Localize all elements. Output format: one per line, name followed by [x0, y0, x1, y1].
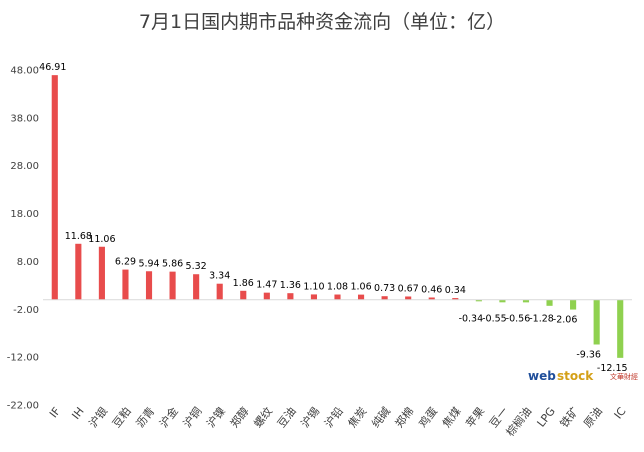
data-label: 1.08 [327, 282, 348, 293]
x-category-label: 郑棉 [392, 404, 417, 430]
x-category-label: 焦煤 [440, 405, 464, 430]
x-category-label: 纯碱 [369, 405, 393, 430]
x-category-label: 沥青 [134, 405, 158, 430]
data-label: 1.86 [233, 278, 254, 289]
bar [428, 297, 435, 300]
bar [263, 292, 270, 300]
x-category-label: 沪银 [86, 404, 111, 430]
data-label: 0.46 [421, 284, 442, 295]
bar [499, 299, 506, 303]
y-tick-label: 38.00 [10, 113, 39, 124]
bar [122, 269, 129, 300]
bar [475, 299, 482, 302]
y-tick-label: -22.00 [7, 401, 39, 412]
data-label: 5.32 [186, 261, 207, 272]
bar [570, 299, 577, 310]
bar [240, 290, 247, 300]
bar [522, 299, 530, 303]
bar [405, 296, 412, 300]
y-tick-label: -12.00 [7, 353, 39, 364]
bar [334, 294, 341, 300]
data-label: 1.36 [280, 280, 301, 291]
y-tick-label: 28.00 [10, 161, 39, 172]
data-label: 3.34 [209, 271, 230, 282]
x-category-label: LPG [535, 405, 558, 430]
watermark-logo: web stock 文華財經 [528, 369, 638, 383]
data-label: 6.29 [115, 257, 136, 268]
x-category-label: 铁矿 [558, 405, 582, 430]
data-label: 1.47 [256, 280, 277, 291]
data-label: 5.86 [162, 259, 183, 270]
bar [75, 243, 82, 300]
x-category-label: 沪铜 [180, 404, 205, 430]
data-label: 1.06 [350, 282, 371, 293]
y-tick-label: -2.00 [13, 305, 39, 316]
x-category-label: 豆粕 [109, 404, 134, 430]
bar [98, 246, 105, 300]
bars [51, 75, 624, 358]
data-label: 0.73 [374, 283, 395, 294]
bar [193, 274, 200, 300]
watermark-brand: 文華財經 [610, 372, 638, 381]
data-label: -0.55 [482, 314, 507, 325]
watermark-logo-web: web [528, 369, 556, 383]
x-category-label: IH [69, 405, 86, 422]
x-category-label: 螺纹 [251, 404, 276, 430]
bar [145, 271, 153, 300]
bar [310, 294, 318, 300]
data-label: 11.68 [65, 231, 92, 242]
bar [357, 294, 365, 300]
x-category-label: 沪镍 [203, 404, 228, 430]
y-tick-label: 48.00 [10, 65, 39, 76]
x-category-label: IF [47, 405, 63, 421]
x-category-label: 沪铅 [321, 404, 346, 430]
data-label: -1.28 [529, 314, 554, 325]
data-label: -0.56 [506, 314, 531, 325]
bar [51, 75, 58, 300]
data-label: 0.34 [445, 285, 466, 296]
bar [452, 298, 459, 300]
x-category-label: 原油 [580, 404, 605, 430]
data-label: 46.91 [39, 62, 66, 73]
data-label: 0.67 [398, 283, 419, 294]
x-category-label: 沪锡 [298, 404, 323, 430]
x-category-label: IC [612, 405, 629, 422]
bar [287, 293, 294, 300]
watermark-logo-stock: stock [557, 369, 594, 383]
data-label: 11.06 [88, 234, 115, 245]
x-category-label: 沪金 [156, 404, 181, 430]
x-category-label: 棕榈油 [503, 404, 534, 439]
bar [546, 299, 553, 306]
x-category-label: 豆油 [274, 404, 299, 430]
y-tick-label: 8.00 [17, 257, 39, 268]
x-category-label: 焦炭 [346, 405, 370, 430]
bar [593, 299, 600, 345]
bar [216, 283, 223, 300]
y-axis: 48.00 38.00 28.00 18.00 8.00 -2.00 -12.00 -22.0… [7, 65, 39, 411]
bar [169, 271, 176, 300]
data-label: -9.36 [576, 349, 601, 360]
data-label: -2.06 [553, 315, 578, 326]
data-label: 1.10 [303, 281, 324, 292]
data-label: -0.34 [459, 314, 484, 325]
x-category-label: 郑醇 [227, 404, 252, 430]
data-label: -12.15 [597, 363, 628, 374]
bar [381, 296, 388, 300]
y-tick-label: 18.00 [10, 209, 39, 220]
bar [617, 299, 624, 358]
data-label: 5.94 [138, 258, 159, 269]
x-category-label: 苹果 [463, 404, 488, 430]
chart-title: 7月1日国内期市品种资金流向（单位：亿） [139, 11, 505, 33]
x-category-label: 鸡蛋 [416, 404, 441, 430]
